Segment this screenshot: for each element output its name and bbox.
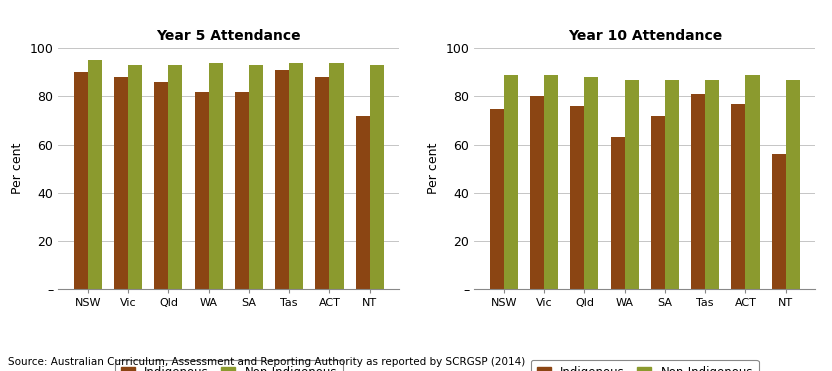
Bar	[625, 80, 639, 289]
Bar	[329, 63, 344, 289]
Bar	[665, 80, 679, 289]
Bar	[154, 82, 168, 289]
Bar	[584, 77, 598, 289]
Y-axis label: Per cent: Per cent	[427, 143, 440, 194]
Text: Source: Australian Curriculum, Assessment and Reporting Authority as reported by: Source: Australian Curriculum, Assessmen…	[8, 357, 526, 367]
Bar	[209, 63, 223, 289]
Bar	[315, 77, 329, 289]
Bar	[530, 96, 544, 289]
Bar	[544, 75, 558, 289]
Bar	[369, 65, 384, 289]
Bar	[128, 65, 142, 289]
Legend: Indigenous, Non-Indigenous: Indigenous, Non-Indigenous	[115, 360, 343, 371]
Bar	[88, 60, 102, 289]
Bar	[745, 75, 760, 289]
Y-axis label: Per cent: Per cent	[11, 143, 24, 194]
Bar	[611, 137, 625, 289]
Bar	[249, 65, 263, 289]
Bar	[504, 75, 518, 289]
Bar	[651, 116, 665, 289]
Bar	[275, 70, 290, 289]
Bar	[114, 77, 128, 289]
Bar	[195, 92, 209, 289]
Bar	[235, 92, 249, 289]
Bar	[74, 72, 88, 289]
Bar	[731, 104, 745, 289]
Bar	[771, 154, 785, 289]
Bar	[355, 116, 369, 289]
Title: Year 5 Attendance: Year 5 Attendance	[156, 29, 301, 43]
Bar	[490, 109, 504, 289]
Bar	[706, 80, 720, 289]
Title: Year 10 Attendance: Year 10 Attendance	[567, 29, 722, 43]
Legend: Indigenous, Non-Indigenous: Indigenous, Non-Indigenous	[531, 360, 759, 371]
Bar	[785, 80, 800, 289]
Bar	[290, 63, 304, 289]
Bar	[570, 106, 584, 289]
Bar	[168, 65, 182, 289]
Bar	[691, 94, 706, 289]
